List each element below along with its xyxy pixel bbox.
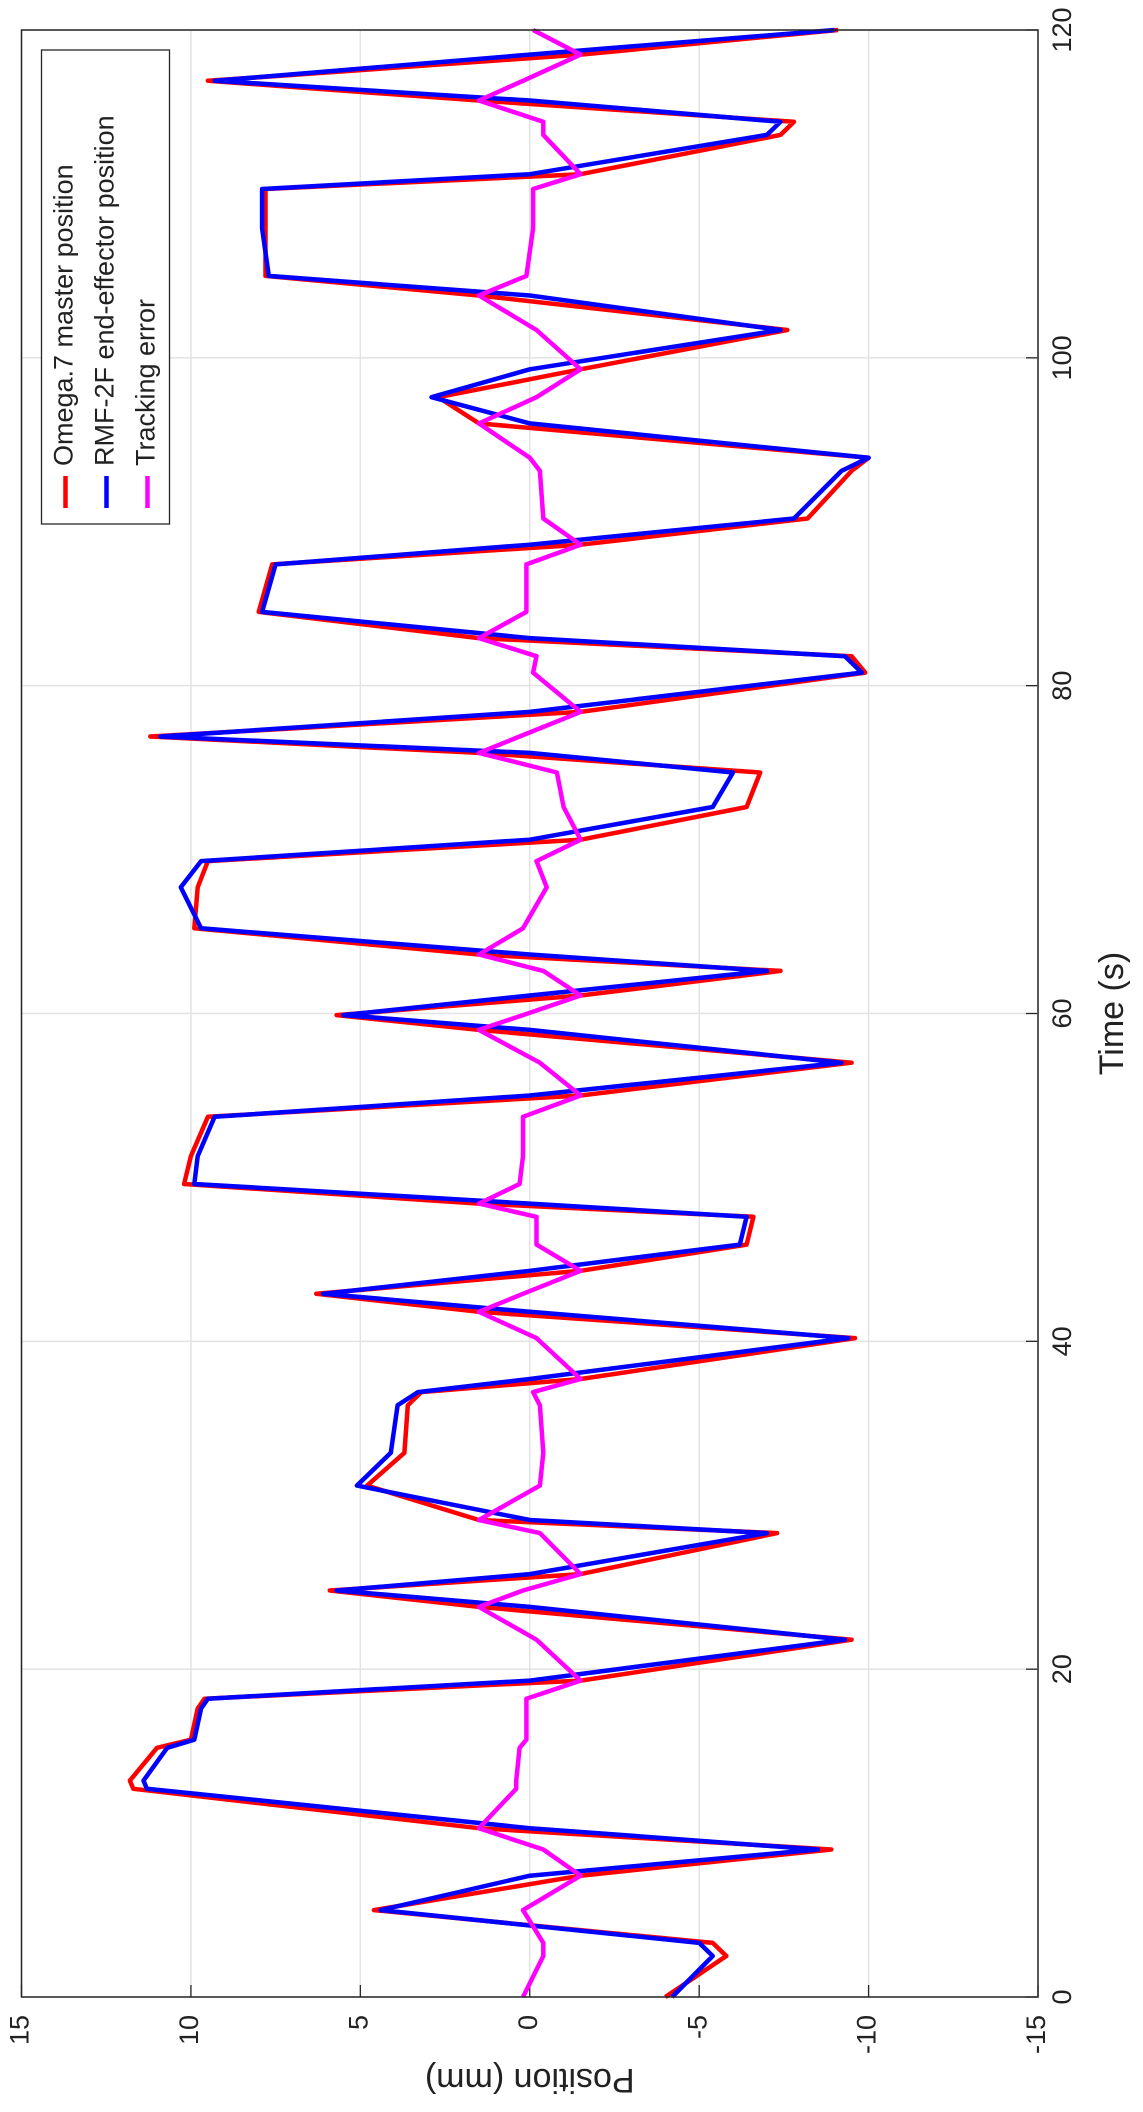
x-axis-title: Time (s): [1093, 952, 1131, 1075]
y-axis-title: Position (mm): [425, 2061, 635, 2099]
x-tick-label: 0: [1047, 1989, 1077, 2004]
y-tick-label: -10: [852, 2015, 882, 2054]
x-tick-label: 120: [1047, 7, 1077, 52]
series-line: [476, 28, 583, 1998]
rotated-chart: 0 20 40 60 80 100 120 -15 -10 -5 0 5 10 15 Time (s) Pos…: [5, 7, 1131, 2099]
x-tick-label: 40: [1047, 1326, 1077, 1356]
legend-box: [40, 49, 171, 525]
x-tick-label: 100: [1047, 335, 1077, 380]
y-tick-label: -15: [1021, 2015, 1051, 2054]
legend-label: RMF-2F end-effector position: [90, 115, 120, 466]
legend-label: Omega.7 master position: [49, 164, 79, 466]
legend: Omega.7 master position RMF-2F end-effect…: [40, 49, 171, 525]
plot-frame: [20, 29, 1039, 1998]
x-tick-label: 80: [1047, 671, 1077, 701]
y-tick-label: 0: [513, 2015, 543, 2030]
x-tick-label: 60: [1047, 998, 1077, 1028]
x-tick-label: 20: [1047, 1654, 1077, 1684]
legend-label: Tracking error: [131, 299, 161, 466]
y-tick-label: 10: [174, 2015, 204, 2045]
y-tick-label: 15: [5, 2015, 35, 2045]
y-tick-label: -5: [682, 2015, 712, 2039]
y-tick-label: 5: [343, 2015, 373, 2030]
series-line: [141, 27, 871, 1999]
